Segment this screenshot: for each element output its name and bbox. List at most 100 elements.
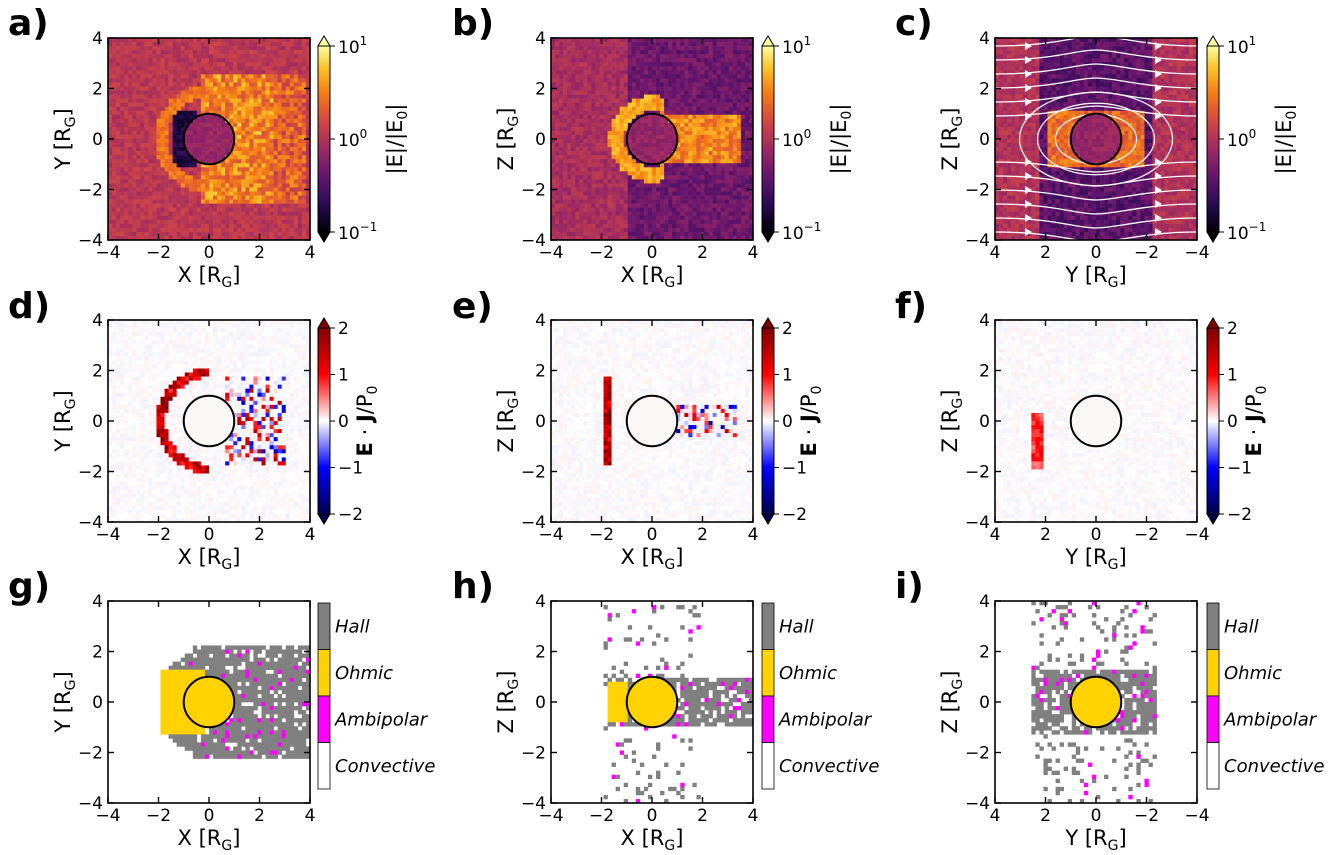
regime-label: Convective — [1224, 756, 1324, 777]
x-tick-label: −4 — [95, 243, 120, 263]
colorbar-label: |E|/|E0| — [827, 104, 855, 175]
y-axis-label: Z [RG] — [494, 671, 522, 734]
y-tick-label: 2 — [92, 643, 103, 663]
colorbar-tick-label: 101 — [782, 34, 811, 58]
x-tick-label: 4 — [748, 525, 759, 545]
colorbar-tick-label: 1 — [338, 366, 349, 386]
streamline-loop — [1036, 102, 1156, 176]
x-tick-label: −2 — [589, 525, 614, 545]
streamline-arrow — [1155, 56, 1162, 64]
colorbar-tick-label: 101 — [338, 34, 367, 58]
heatmap — [551, 38, 753, 240]
planet-circle — [1069, 675, 1123, 729]
streamline-loop — [1018, 91, 1174, 187]
x-tick-label: 2 — [1040, 243, 1051, 263]
colorbar-extend-bottom — [1206, 231, 1220, 243]
x-tick-label: 4 — [305, 525, 316, 545]
colorbar: Hall Ohmic Ambipolar Convective — [1206, 602, 1324, 790]
x-tick-label: −2 — [1134, 806, 1159, 826]
regime-swatch — [317, 602, 331, 650]
streamline-arrow — [1025, 70, 1032, 78]
y-tick-label: 4 — [535, 592, 546, 612]
regime-swatch — [761, 602, 775, 650]
y-axis-label: Y [RG] — [51, 390, 79, 452]
heatmap — [551, 320, 753, 522]
y-tick-label: 4 — [979, 592, 990, 612]
x-tick-label: 4 — [305, 243, 316, 263]
y-tick-label: 2 — [92, 362, 103, 382]
regime-label: Ambipolar — [778, 709, 873, 730]
streamline-arrow — [1025, 214, 1032, 222]
y-tick-label: −2 — [521, 744, 546, 764]
regime-swatch — [317, 695, 331, 743]
y-tick-label: 0 — [535, 412, 546, 432]
colorbar-extend-bottom — [1206, 513, 1220, 525]
x-tick-label: −4 — [1184, 243, 1209, 263]
y-tick-label: −2 — [78, 744, 103, 764]
y-tick-label: 4 — [535, 311, 546, 331]
regime-label: Ohmic — [335, 663, 393, 684]
y-tick-label: 4 — [92, 29, 103, 49]
colorbar: 101 100 10−1 |E|/|E0| — [1206, 34, 1300, 244]
colorbar-tick-label: 2 — [782, 319, 793, 339]
regime-label: Hall — [335, 616, 370, 637]
panel-g: −4 −2 0 2 4 4 2 0 −2 −4 X [RG] Y [RG] g) Hall Ohmic Amb… — [8, 566, 435, 854]
heatmap — [160, 645, 310, 759]
x-tick-label: −4 — [538, 806, 563, 826]
panel-label: e) — [452, 286, 493, 327]
y-tick-label: −4 — [521, 794, 546, 814]
x-tick-label: 0 — [647, 243, 658, 263]
x-axis-label: Y [RG] — [1064, 545, 1126, 573]
y-tick-label: −2 — [965, 181, 990, 201]
y-tick-label: 0 — [535, 130, 546, 150]
colorbar-label: |E|/|E0| — [1272, 104, 1300, 175]
colorbar-extend-bottom — [761, 513, 775, 525]
colorbar-extend-top — [1206, 35, 1220, 47]
heatmap — [108, 38, 310, 240]
colorbar-extend-top — [317, 317, 331, 329]
streamline-arrow — [1155, 200, 1162, 208]
colorbar-label: |E|/|E0| — [383, 104, 411, 175]
y-tick-label: 4 — [92, 311, 103, 331]
panel-label: c) — [895, 3, 933, 44]
panel-b: −4 −2 0 2 4 4 2 0 −2 −4 X [RG] Z [RG] b) 101 100 10−1 |E… — [452, 3, 855, 291]
colorbar-extend-top — [1206, 317, 1220, 329]
x-tick-label: −2 — [146, 806, 171, 826]
x-tick-label: 2 — [254, 243, 265, 263]
colorbar-gradient — [761, 327, 775, 515]
colorbar-tick-label: −1 — [338, 459, 363, 479]
regime-swatch — [761, 695, 775, 743]
colorbar-tick-label: 100 — [782, 127, 811, 151]
y-tick-label: −4 — [78, 231, 103, 251]
y-tick-label: −4 — [78, 513, 103, 533]
y-tick-label: −2 — [78, 181, 103, 201]
y-tick-label: 4 — [92, 592, 103, 612]
regime-label: Convective — [779, 756, 879, 777]
y-tick-label: −2 — [521, 463, 546, 483]
colorbar-gradient — [761, 45, 775, 233]
streamline-arrow — [1155, 84, 1162, 92]
x-axis-label: X [RG] — [178, 545, 241, 573]
x-tick-label: 2 — [697, 525, 708, 545]
colorbar-tick-label: 0 — [782, 412, 793, 432]
y-tick-label: −2 — [965, 463, 990, 483]
streamline-arrow — [1025, 42, 1032, 50]
x-tick-label: 0 — [1091, 806, 1102, 826]
x-tick-label: −2 — [589, 243, 614, 263]
x-tick-label: 4 — [990, 525, 1001, 545]
y-tick-label: 4 — [979, 29, 990, 49]
regime-label: Hall — [779, 616, 814, 637]
colorbar-extend-top — [317, 35, 331, 47]
colorbar-tick-label: −2 — [782, 505, 807, 525]
panel-label: h) — [452, 566, 494, 607]
panel-d: −4 −2 0 2 4 4 2 0 −2 −4 X [RG] Y [RG] d) 2 1 0 −1 −2 E · J… — [8, 286, 381, 573]
y-axis-label: Z [RG] — [938, 108, 966, 171]
y-tick-label: 4 — [535, 29, 546, 49]
y-tick-label: −2 — [521, 181, 546, 201]
y-tick-label: 0 — [92, 412, 103, 432]
y-tick-label: −4 — [521, 231, 546, 251]
x-tick-label: 0 — [647, 806, 658, 826]
panel-label: d) — [8, 286, 50, 327]
